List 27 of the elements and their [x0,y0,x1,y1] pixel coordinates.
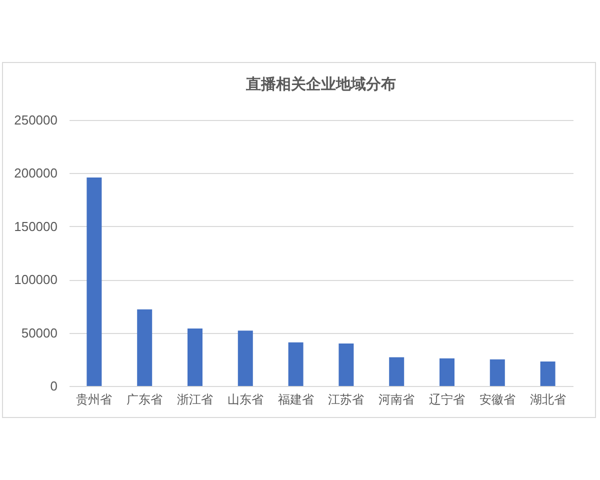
x-tick-label: 河南省 [378,392,415,406]
y-tick-label: 50000 [21,325,58,340]
bar [288,342,304,386]
y-tick-label: 250000 [14,112,58,128]
bar [389,357,404,386]
x-tick-label: 辽宁省 [429,392,465,406]
bar [440,358,454,386]
bar [137,309,152,386]
y-tick-label: 100000 [14,272,58,288]
x-tick-label: 山东省 [227,392,264,406]
x-tick-label: 江苏省 [328,392,364,406]
bar [338,343,354,386]
x-tick-label: 安徽省 [479,392,516,406]
x-tick-label: 浙江省 [177,392,213,406]
bar [238,330,253,386]
y-tick-label: 150000 [14,218,58,234]
x-tick-label: 湖北省 [530,392,566,406]
chart-title: 直播相关企业地域分布 [245,75,396,93]
y-tick-label: 200000 [14,166,58,181]
y-tick-label: 0 [50,378,58,394]
x-tick-label: 广东省 [126,392,163,406]
bar [490,359,505,386]
bar [86,177,102,386]
bar [188,328,202,386]
x-tick-label: 贵州省 [76,392,112,406]
x-tick-label: 福建省 [278,392,314,406]
bar [540,362,556,386]
